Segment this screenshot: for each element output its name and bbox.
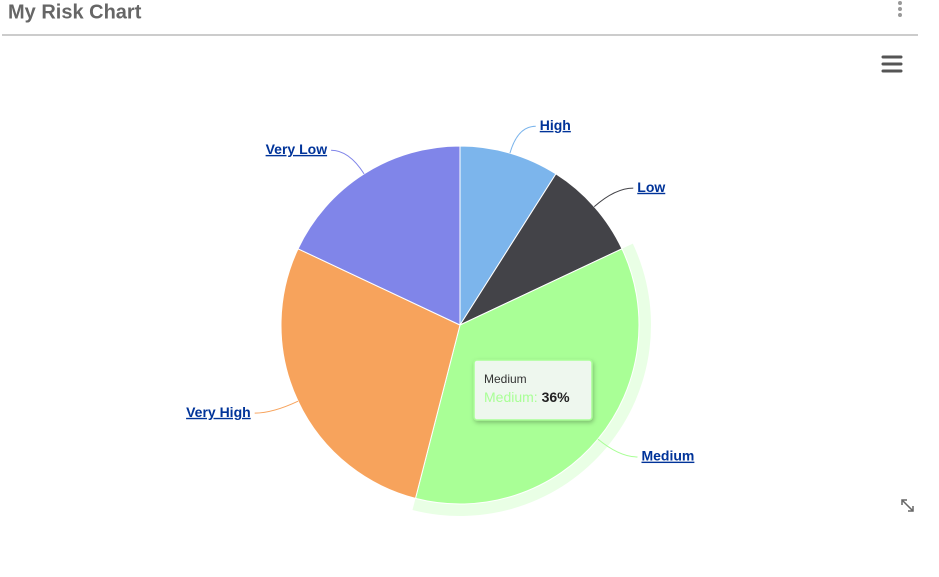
slice-label: Very Low xyxy=(266,141,328,157)
slice-label: Very High xyxy=(186,404,251,420)
label-connector xyxy=(597,438,638,458)
label-connector xyxy=(509,125,536,154)
tooltip-body: Medium: 36% xyxy=(484,389,570,405)
slice-label: Low xyxy=(637,179,665,195)
label-connector xyxy=(593,187,634,208)
tooltip-label: Medium: xyxy=(484,389,538,405)
kebab-menu[interactable] xyxy=(898,1,902,17)
tooltip: Medium Medium: 36% xyxy=(473,359,593,421)
expand-icon[interactable] xyxy=(901,499,914,512)
label-connector xyxy=(331,149,365,175)
pie-slice xyxy=(297,145,461,326)
slice-label: High xyxy=(540,117,571,133)
pie-slice xyxy=(280,248,461,499)
pie: High Low Medium Very High Very Low xyxy=(186,117,694,517)
widget-title: My Risk Chart xyxy=(8,1,142,23)
label-connector xyxy=(254,400,299,414)
export-menu[interactable] xyxy=(881,55,903,73)
hover-halo xyxy=(412,243,651,517)
slice-label: Medium xyxy=(641,448,694,464)
tooltip-value: 36% xyxy=(542,389,571,405)
tooltip-header: Medium xyxy=(484,372,527,386)
